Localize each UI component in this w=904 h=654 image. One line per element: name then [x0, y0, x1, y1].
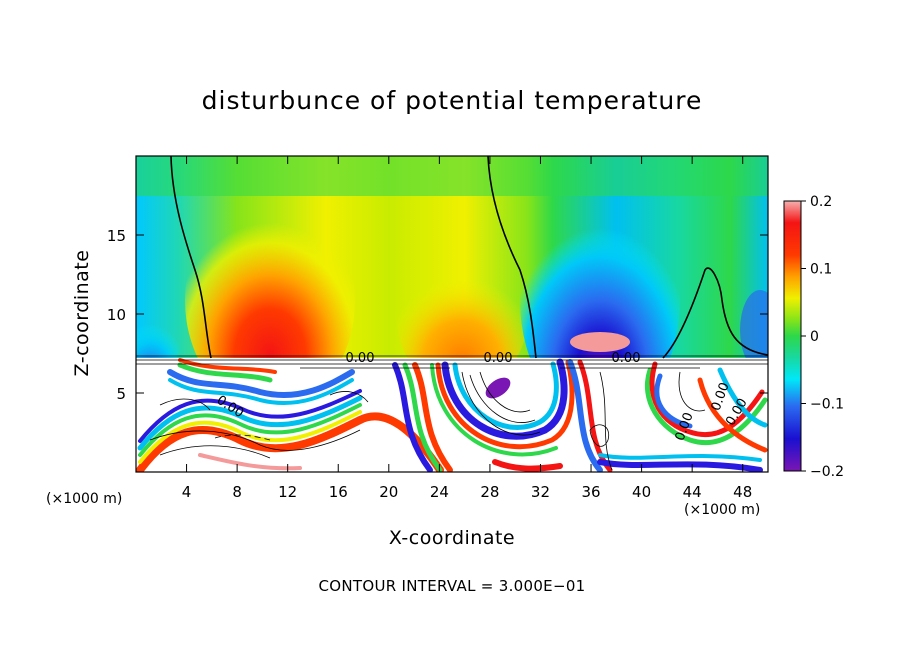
- x-tick-label: 20: [379, 483, 398, 501]
- x-tick-label: 32: [531, 483, 550, 501]
- y-tick-label: 5: [116, 385, 126, 403]
- x-unit-right: (×1000 m): [684, 502, 761, 518]
- contour-label: 0.00: [484, 351, 513, 366]
- x-tick-label: 36: [581, 483, 600, 501]
- x-tick-label: 28: [480, 483, 499, 501]
- x-tick-label: 4: [182, 483, 192, 501]
- y-tick-label: 15: [107, 227, 126, 245]
- x-axis-label: X-coordinate: [388, 527, 516, 549]
- colorbar: [783, 200, 802, 472]
- x-ticks: 4 8 12 16 20 24 28 32 36 40 44 48: [182, 156, 752, 501]
- x-tick-label: 8: [232, 483, 242, 501]
- x-unit-left: (×1000 m): [46, 491, 123, 507]
- chart-title: disturbunce of potential temperature: [201, 86, 703, 115]
- y-ticks: 5 10 15: [107, 227, 768, 403]
- colorbar-tick-label: −0.2: [810, 464, 844, 480]
- contour-label: 0.00: [346, 351, 375, 366]
- contour-field: [136, 156, 768, 472]
- colorbar-ticks: 0.2 0.1 0 −0.1 −0.2: [801, 194, 844, 480]
- x-tick-label: 40: [632, 483, 651, 501]
- contour-interval: CONTOUR INTERVAL = 3.000E−01: [318, 577, 586, 595]
- y-tick-label: 10: [107, 306, 126, 324]
- x-tick-label: 44: [683, 483, 702, 501]
- x-tick-label: 24: [430, 483, 449, 501]
- colorbar-tick-label: 0: [810, 329, 819, 345]
- x-tick-label: 12: [278, 483, 297, 501]
- colorbar-tick-label: −0.1: [810, 397, 844, 413]
- x-tick-label: 16: [329, 483, 348, 501]
- contour-label: 0.00: [612, 351, 641, 366]
- x-tick-label: 48: [733, 483, 752, 501]
- colorbar-tick-label: 0.2: [810, 194, 832, 210]
- colorbar-tick-label: 0.1: [810, 262, 832, 278]
